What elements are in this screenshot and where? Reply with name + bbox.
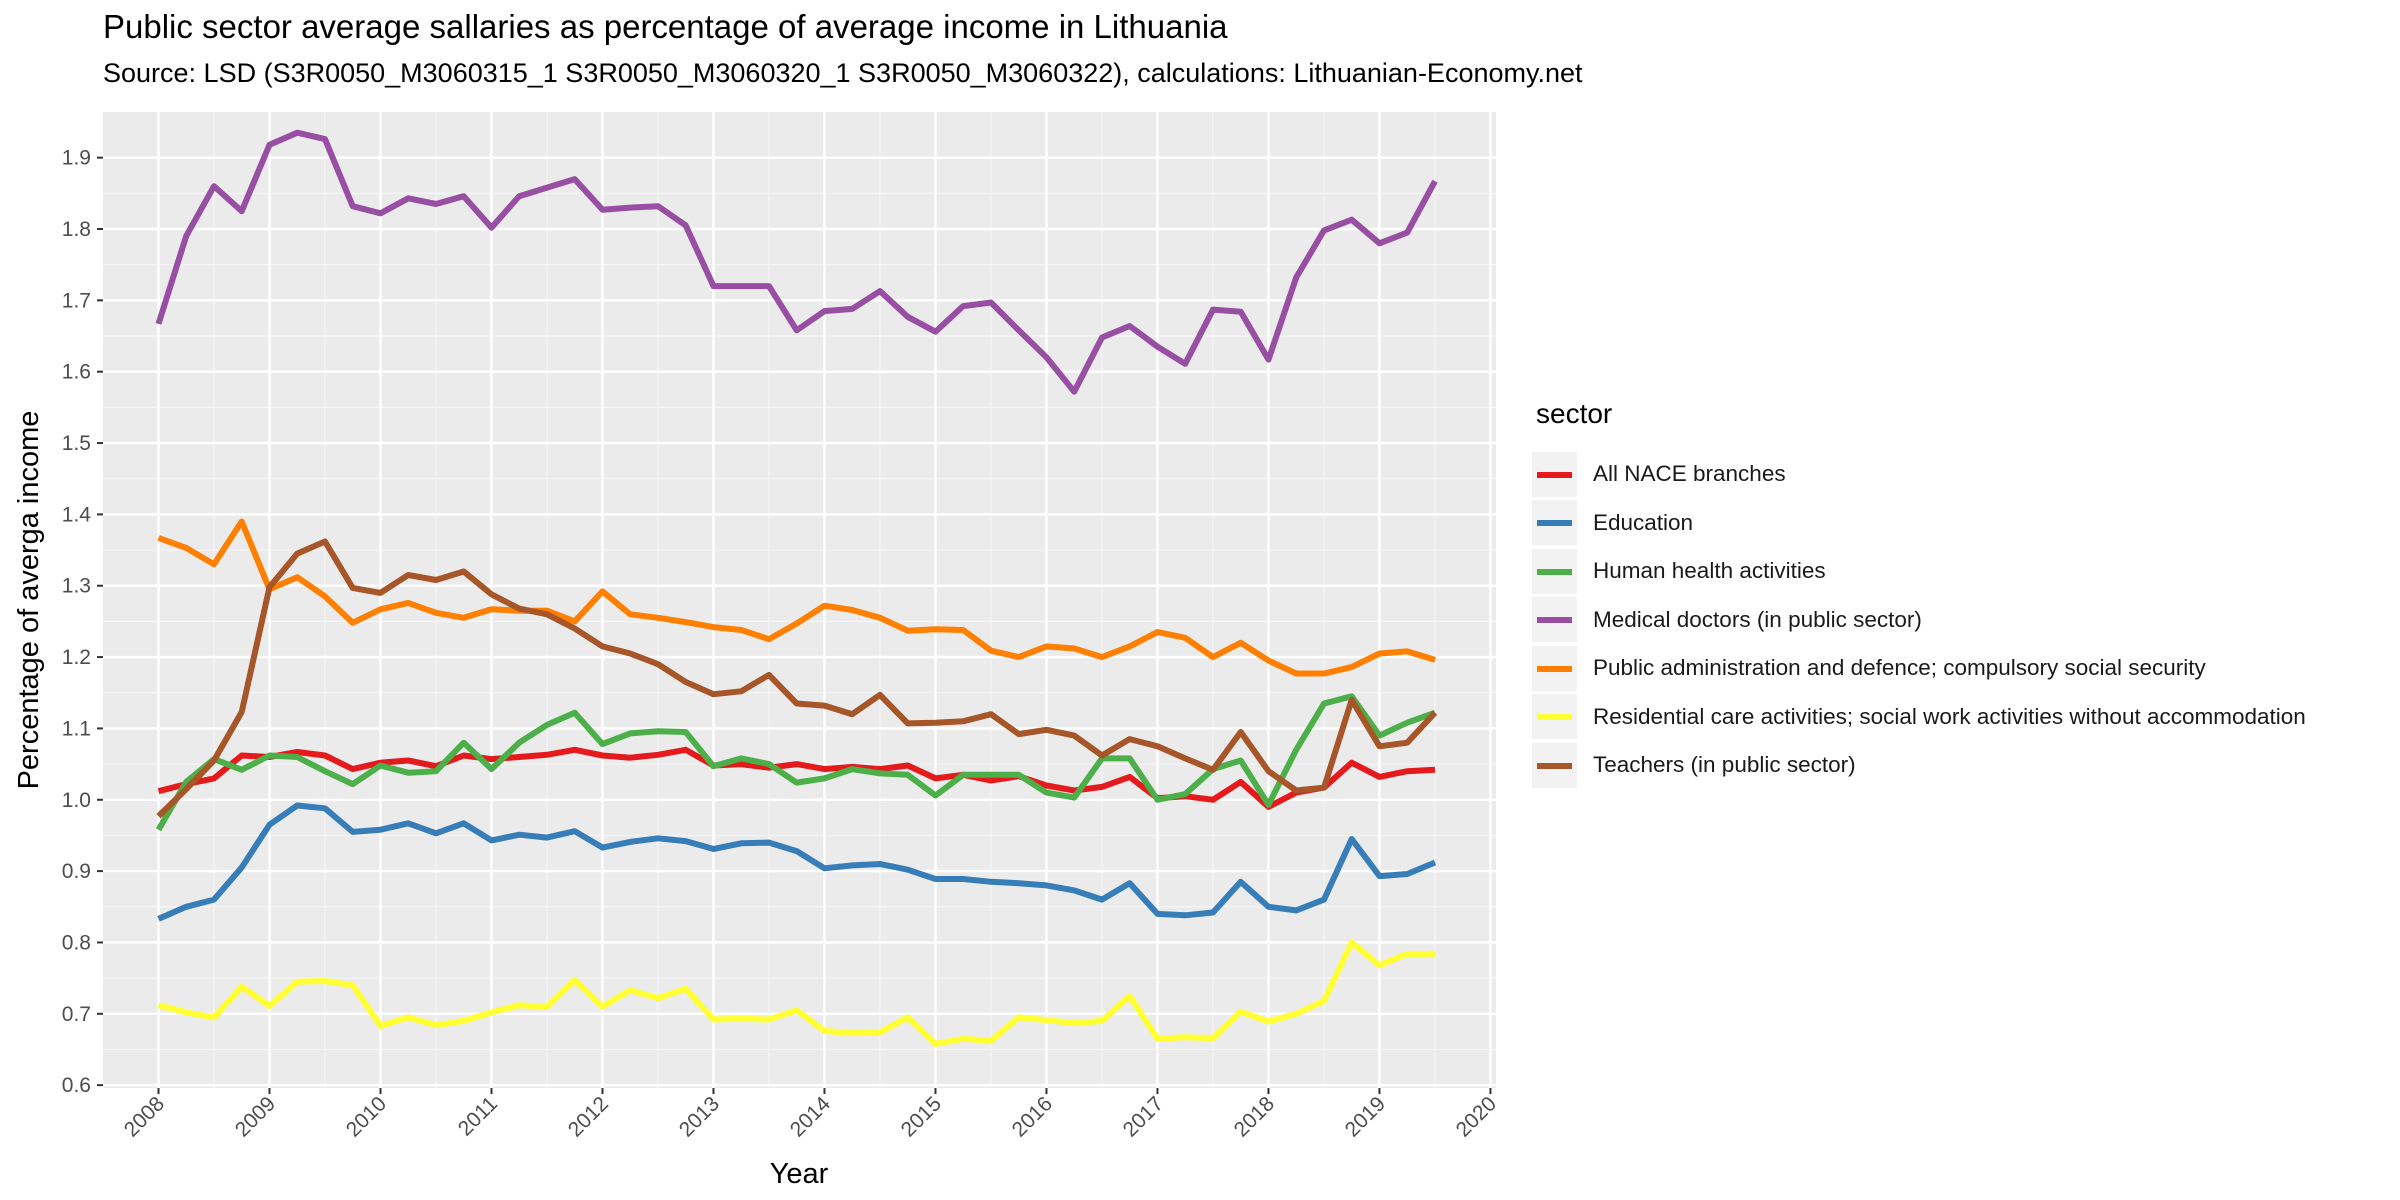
y-tick-label: 1.8 bbox=[62, 218, 91, 241]
x-tick-label: 2020 bbox=[1452, 1092, 1501, 1141]
legend-line-swatch bbox=[1537, 762, 1572, 769]
x-tick-label: 2013 bbox=[675, 1092, 724, 1141]
legend-items: All NACE branches Education Human health a… bbox=[1532, 450, 2306, 790]
series-line bbox=[157, 939, 1435, 1047]
x-tick-label: 2017 bbox=[1119, 1092, 1168, 1141]
series-line bbox=[157, 746, 1436, 810]
y-tick-label: 0.8 bbox=[62, 931, 91, 954]
x-tick-label: 2010 bbox=[342, 1092, 391, 1141]
legend-line-swatch bbox=[1537, 714, 1572, 721]
chart-title: Public sector average sallaries as perce… bbox=[103, 8, 1228, 45]
legend-item: All NACE branches bbox=[1532, 450, 2306, 499]
legend-line-swatch bbox=[1537, 471, 1572, 478]
legend: sector All NACE branches Education Human h… bbox=[1532, 398, 2306, 790]
legend-item: Education bbox=[1532, 499, 2306, 548]
legend-label: Residential care activities; social work… bbox=[1593, 703, 2306, 729]
legend-label: Public administration and defence; compu… bbox=[1593, 655, 2206, 681]
chart-subtitle: Source: LSD (S3R0050_M3060315_1 S3R0050_… bbox=[103, 58, 1583, 88]
series-line bbox=[156, 538, 1438, 819]
x-tick-label: 2018 bbox=[1230, 1092, 1279, 1141]
legend-line-swatch bbox=[1537, 568, 1572, 575]
y-tick-label: 0.6 bbox=[62, 1074, 91, 1097]
y-tick-label: 1.1 bbox=[62, 717, 91, 740]
legend-key bbox=[1532, 500, 1577, 546]
plot-panel bbox=[103, 112, 1496, 1088]
legend-label: Teachers (in public sector) bbox=[1593, 752, 1856, 778]
x-tick-label: 2014 bbox=[786, 1092, 836, 1142]
x-tick-label: 2015 bbox=[897, 1092, 946, 1141]
y-tick-label: 1.2 bbox=[62, 646, 91, 669]
legend-key bbox=[1532, 597, 1577, 643]
x-tick-label: 2019 bbox=[1341, 1092, 1390, 1141]
y-tick-label: 0.7 bbox=[62, 1003, 91, 1026]
y-tick-label: 1.4 bbox=[62, 503, 92, 526]
legend-label: Medical doctors (in public sector) bbox=[1593, 606, 1922, 632]
y-axis-title: Percentage of averga income bbox=[13, 411, 45, 790]
legend-label: Education bbox=[1593, 509, 1694, 535]
legend-key bbox=[1532, 694, 1577, 740]
legend-title: sector bbox=[1536, 398, 1613, 429]
legend-line-swatch bbox=[1537, 665, 1572, 672]
legend-key bbox=[1532, 742, 1577, 788]
x-axis: 2008 2009 2010 2011 2012 2013 2014 2015 2016 2017… bbox=[120, 1088, 1501, 1142]
legend-label: Human health activities bbox=[1593, 558, 1826, 584]
legend-item: Medical doctors (in public sector) bbox=[1532, 596, 2306, 645]
y-axis: 0.6 0.7 0.8 0.9 1.0 1.1 1.2 1.3 1.4 1.5 1.6 1.7 1.8 1… bbox=[62, 147, 103, 1097]
series-line bbox=[157, 802, 1437, 922]
legend-line-swatch bbox=[1537, 520, 1572, 527]
legend-key bbox=[1532, 548, 1577, 594]
x-tick-label: 2009 bbox=[231, 1092, 280, 1141]
legend-item: Teachers (in public sector) bbox=[1532, 741, 2306, 790]
y-tick-label: 1.5 bbox=[62, 432, 91, 455]
series-lines bbox=[155, 129, 1438, 1047]
x-tick-label: 2012 bbox=[564, 1092, 613, 1141]
y-tick-label: 1.6 bbox=[62, 361, 91, 384]
y-tick-label: 0.9 bbox=[62, 860, 91, 883]
legend-line-swatch bbox=[1537, 617, 1572, 624]
legend-key bbox=[1532, 451, 1577, 497]
legend-item: Human health activities bbox=[1532, 547, 2306, 596]
series-line bbox=[157, 518, 1436, 677]
series-line bbox=[155, 693, 1437, 832]
x-tick-label: 2011 bbox=[454, 1092, 502, 1140]
y-tick-label: 1.3 bbox=[62, 575, 91, 598]
legend-item: Residential care activities; social work… bbox=[1532, 693, 2306, 742]
legend-label: All NACE branches bbox=[1593, 461, 1786, 487]
x-tick-label: 2016 bbox=[1008, 1092, 1057, 1141]
x-axis-title: Year bbox=[770, 1158, 829, 1190]
y-tick-label: 1.0 bbox=[62, 789, 91, 812]
y-tick-label: 1.9 bbox=[62, 147, 91, 170]
series-line bbox=[155, 129, 1438, 395]
legend-item: Public administration and defence; compu… bbox=[1532, 644, 2306, 693]
x-tick-label: 2008 bbox=[120, 1092, 169, 1141]
legend-key bbox=[1532, 645, 1577, 691]
y-tick-label: 1.7 bbox=[62, 289, 91, 312]
